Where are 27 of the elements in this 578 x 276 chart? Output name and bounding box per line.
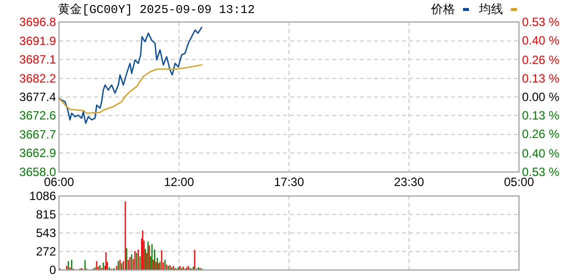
- y-tick-label: 3696.8: [19, 15, 56, 29]
- y2-tick-label: 0.26 %: [522, 53, 560, 68]
- y-tick-label: 3662.9: [19, 146, 56, 160]
- y2-tick-label: 0.00 %: [522, 90, 560, 104]
- x-tick-label: 12:00: [164, 175, 194, 189]
- y2-tick-label: 0.40 %: [522, 146, 560, 161]
- y-tick-label: 3691.9: [19, 34, 56, 48]
- y-tick-label: 3667.7: [19, 128, 56, 142]
- y2-tick-label: 0.40 %: [522, 33, 560, 48]
- y-tick-label: 1086: [29, 189, 56, 203]
- y-tick-label: 3687.1: [19, 52, 56, 66]
- y-tick-label: 0: [49, 263, 56, 276]
- legend-label: 价格: [430, 2, 455, 16]
- y-tick-label: 3682.2: [19, 71, 56, 86]
- y-tick-label: 815: [36, 207, 56, 222]
- y2-tick-label: 0.26 %: [522, 126, 560, 141]
- chart-title: 黄金[GC00Y] 2025-09-09 13:12: [58, 3, 255, 17]
- y2-tick-label: 0.13 %: [522, 108, 560, 122]
- y-tick-label: 543: [36, 226, 56, 240]
- legend-label: 均线: [478, 2, 503, 16]
- y-tick-label: 3672.6: [19, 108, 56, 123]
- y2-tick-label: 0.13 %: [522, 72, 560, 86]
- y-tick-label: 272: [36, 244, 56, 258]
- y2-tick-label: 0.53 %: [522, 15, 560, 29]
- x-tick-label: 17:30: [274, 175, 304, 189]
- y-tick-label: 3677.4: [19, 90, 56, 104]
- x-tick-label: 23:30: [394, 175, 424, 189]
